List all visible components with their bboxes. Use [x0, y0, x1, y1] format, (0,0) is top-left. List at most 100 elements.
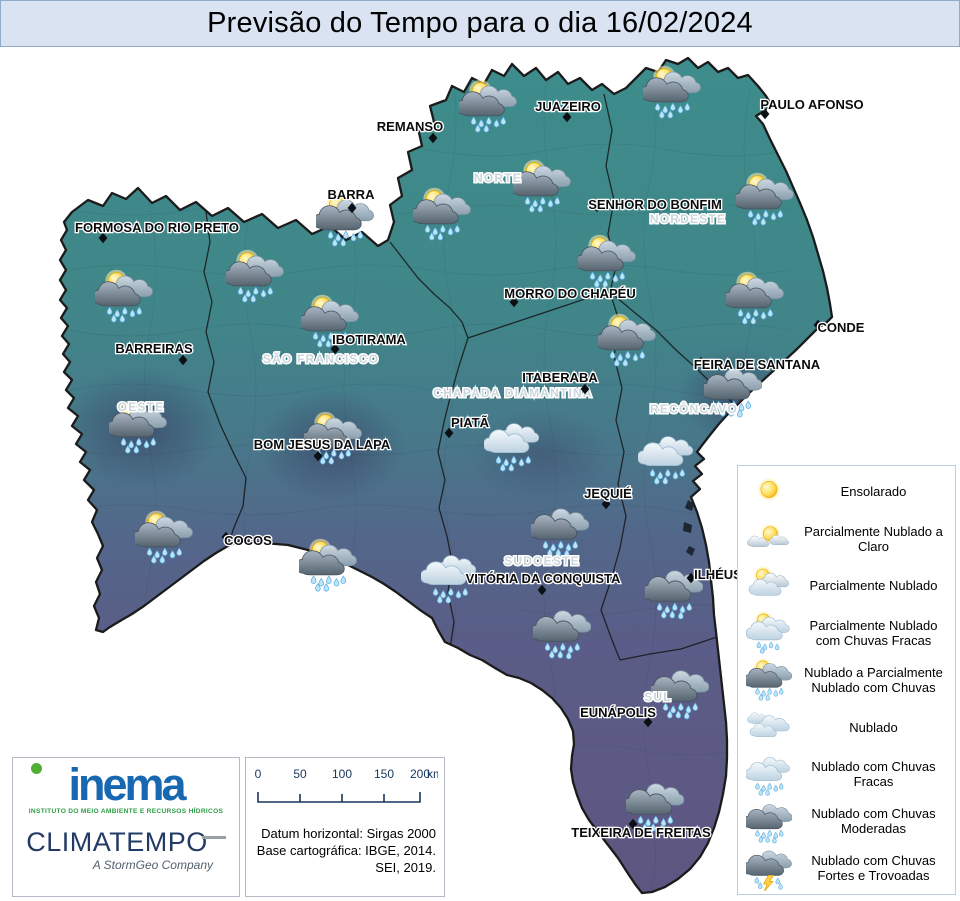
legend-item: Nublado com Chuvas Fortes e Trovoadas	[742, 845, 951, 892]
city-label: BARREIRAS	[115, 341, 193, 356]
scale-bar-line	[257, 792, 421, 803]
scale-box: 0 50 100 150 200 km Datum horizontal: Si…	[245, 757, 445, 897]
legend-item: Nublado	[742, 704, 951, 751]
region-label: SÃO FRANCISCO	[263, 351, 379, 366]
city-label: JEQUIÉ	[584, 486, 632, 501]
region-label: OESTE	[118, 400, 165, 414]
region-label: CHAPADA DIAMANTINA	[433, 386, 593, 400]
nublado-chuvas-fracas-icon	[746, 752, 792, 797]
legend-label: Parcialmente Nublado com Chuvas Fracas	[809, 617, 938, 648]
inema-green-dot-icon	[30, 763, 42, 774]
sei-note: SEI, 2019.	[375, 860, 436, 875]
city-marker	[696, 356, 706, 368]
city-label: BOM JESUS DA LAPA	[254, 437, 391, 452]
city-label: FORMOSA DO RIO PRETO	[75, 220, 239, 235]
legend-label: Parcialmente Nublado	[809, 578, 938, 594]
legend-item: Nublado com Chuvas Fracas	[742, 751, 951, 798]
scale-unit: km	[427, 767, 438, 781]
scale-tick-label: 100	[332, 767, 352, 781]
base-note: Base cartográfica: IBGE, 2014.	[256, 843, 436, 858]
city-label: MORRO DO CHAPÉU	[504, 286, 635, 301]
nublado-a-parcialmente-nublado-chuvas-icon	[746, 657, 792, 702]
city-marker	[592, 201, 602, 213]
legend-label: Nublado com Chuvas Fracas	[811, 759, 936, 790]
city-label: JUAZEIRO	[535, 99, 601, 114]
city-marker	[643, 716, 653, 728]
climatempo-dash-icon	[201, 836, 226, 839]
scale-tick-label: 200	[410, 767, 430, 781]
legend-label: Nublado com Chuvas Fortes e Trovoadas	[811, 853, 936, 884]
city-marker	[760, 108, 770, 120]
city-marker	[686, 572, 696, 584]
legend-item: Nublado com Chuvas Moderadas	[742, 798, 951, 845]
city-marker	[444, 427, 454, 439]
city-label: CONDE	[818, 320, 865, 335]
climatempo-logo: CLIMATEMPO	[13, 827, 239, 858]
city-label: COCOS	[224, 533, 272, 548]
parcialmente-nublado-icon	[746, 563, 792, 608]
page-title: Previsão do Tempo para o dia 16/02/2024	[207, 7, 753, 39]
region-borders	[203, 93, 734, 661]
city-marker	[562, 111, 572, 123]
city-label: SENHOR DO BONFIM	[588, 197, 722, 212]
region-labels-layer: NORTE NORDESTE SÃO FRANCISCO CHAPADA DIAMAN…	[116, 170, 738, 706]
city-label: ILHÉUS	[694, 567, 742, 582]
city-marker	[178, 354, 188, 366]
city-label: TEIXEIRA DE FREITAS	[571, 825, 711, 840]
city-marker	[628, 818, 638, 830]
region-label: NORTE	[474, 171, 522, 185]
inema-subtitle: INSTITUTO DO MEIO AMBIENTE E RECURSOS HÍ…	[28, 808, 224, 815]
region-label: RECÔNCAVO	[650, 401, 738, 416]
region-label: SUDOESTE	[504, 554, 580, 568]
city-label: PIATÃ	[451, 415, 490, 430]
city-markers-layer: REMANSO JUAZEIRO PAULO AFONSO BARRA FORMOSA …	[74, 96, 866, 842]
climatempo-wordmark: CLIMATEMPO	[26, 827, 208, 857]
scale-tick-label: 150	[374, 767, 394, 781]
city-marker	[813, 319, 823, 331]
nublado-chuvas-fortes-trovoadas-icon	[746, 846, 792, 891]
city-marker	[221, 531, 231, 543]
city-marker	[509, 296, 519, 308]
inema-logo: inema INSTITUTO DO MEIO AMBIENTE E RECUR…	[28, 759, 224, 816]
legend-label: Nublado a Parcialmente Nublado com Chuva…	[804, 664, 943, 695]
city-marker	[537, 584, 547, 596]
city-label: ITABERABA	[522, 370, 598, 385]
legend-label: Ensolarado	[840, 484, 907, 500]
ensolarado-icon	[757, 478, 781, 501]
city-label: IBOTIRAMA	[332, 332, 406, 347]
legend-item: Ensolarado	[742, 468, 951, 515]
climatempo-subtitle: A StormGeo Company	[92, 858, 213, 872]
parcialmente-nublado-a-claro-icon	[746, 516, 792, 561]
coastal-islets	[683, 500, 695, 556]
legend-label: Parcialmente Nublado a Claro	[804, 523, 943, 554]
city-label: REMANSO	[377, 119, 443, 134]
city-marker	[330, 343, 340, 355]
legend-item: Parcialmente Nublado	[742, 562, 951, 609]
city-label: EUNÁPOLIS	[580, 705, 656, 720]
nublado-icon	[746, 705, 792, 750]
legend-item: Parcialmente Nublado a Claro	[742, 515, 951, 562]
city-label: PAULO AFONSO	[760, 97, 863, 112]
city-marker	[313, 450, 323, 462]
scale-tick-label: 0	[255, 767, 262, 781]
scale-bar: 0 50 100 150 200 km	[255, 767, 443, 803]
legend-panel: Ensolarado Parcialmente Nublado a Claro Pa…	[737, 465, 956, 895]
region-label: NORDESTE	[650, 212, 726, 226]
city-label: BARRA	[328, 187, 376, 202]
datum-note: Datum horizontal: Sirgas 2000	[261, 826, 436, 841]
region-label: SUL	[644, 690, 672, 704]
city-label: FEIRA DE SANTANA	[694, 357, 821, 372]
scale-tick-label: 50	[293, 767, 307, 781]
nublado-chuvas-moderadas-icon	[746, 799, 792, 844]
legend-label: Nublado com Chuvas Moderadas	[811, 806, 936, 837]
inema-wordmark: inema	[68, 759, 186, 810]
logo-box: inema INSTITUTO DO MEIO AMBIENTE E RECUR…	[12, 757, 240, 897]
legend-item: Parcialmente Nublado com Chuvas Fracas	[742, 609, 951, 656]
title-bar: Previsão do Tempo para o dia 16/02/2024	[0, 0, 960, 47]
parcialmente-nublado-chuvas-fracas-icon	[746, 610, 792, 655]
legend-label: Nublado	[849, 719, 898, 735]
city-marker	[580, 383, 590, 395]
legend-item: Nublado a Parcialmente Nublado com Chuva…	[742, 656, 951, 703]
